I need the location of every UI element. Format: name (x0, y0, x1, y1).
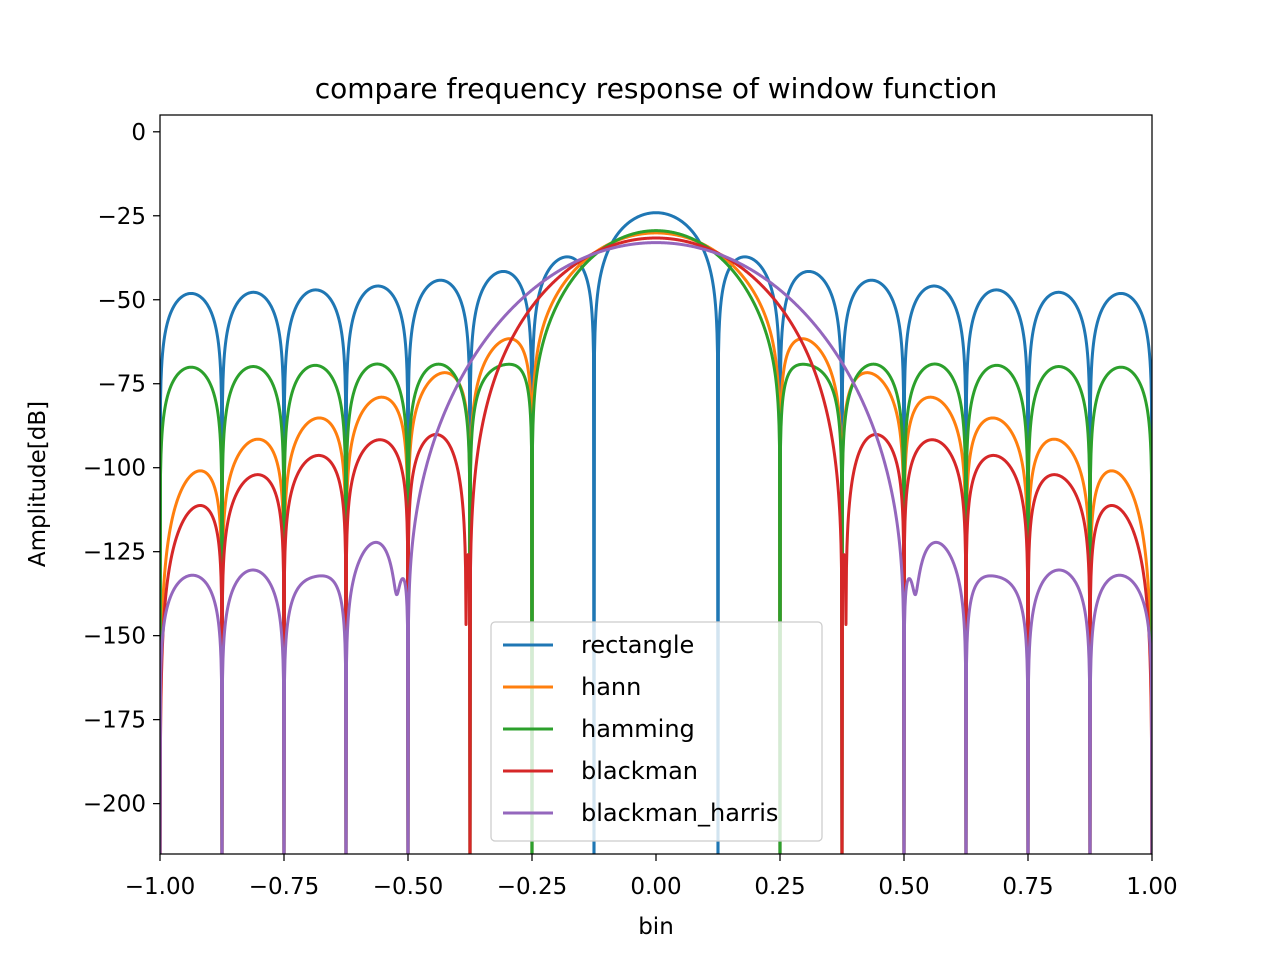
legend: rectangle hann hamming blackman blackman_har… (490, 621, 823, 842)
y-tick-label: −200 (83, 792, 146, 818)
y-tick-label: −175 (83, 708, 146, 734)
legend-label: blackman_harris (581, 799, 778, 827)
y-tick-label: −125 (83, 540, 146, 566)
legend-label: hann (581, 673, 641, 701)
x-tick-label: 0.50 (878, 874, 929, 900)
legend-label: hamming (581, 715, 695, 743)
y-tick-label: −150 (83, 624, 146, 650)
series-line-hamming (160, 229, 1152, 854)
y-tick-label: 0 (131, 120, 146, 146)
y-tick-label: −75 (97, 372, 146, 398)
legend-label: blackman (581, 757, 698, 785)
y-tick-label: −50 (97, 288, 146, 314)
x-axis-label: bin (638, 914, 674, 940)
y-tick-label: −100 (83, 456, 146, 482)
x-tick-label: 1.00 (1126, 874, 1177, 900)
y-tick-label: −25 (97, 204, 146, 230)
series-line-blackman-harris (160, 241, 1152, 854)
x-tick-label: −0.50 (373, 874, 443, 900)
series-line-blackman (160, 236, 1152, 854)
y-axis: 0 −25 −50 −75 −100 −125 −150 −175 −200 (83, 120, 160, 818)
series-layer (160, 211, 1152, 854)
chart-title: compare frequency response of window fun… (315, 72, 998, 105)
x-tick-label: 0.25 (754, 874, 805, 900)
series-line-rectangle (160, 211, 1152, 854)
legend-label: rectangle (581, 631, 694, 659)
x-tick-label: −0.25 (497, 874, 567, 900)
x-axis: −1.00 −0.75 −0.50 −0.25 0.00 0.25 0.50 0.75 1.00 (125, 854, 1178, 900)
y-axis-label: Amplitude[dB] (25, 401, 51, 567)
x-tick-label: −0.75 (249, 874, 319, 900)
series-line-hann (160, 231, 1152, 854)
x-tick-label: 0.75 (1002, 874, 1053, 900)
x-tick-label: 0.00 (630, 874, 681, 900)
x-tick-label: −1.00 (125, 874, 195, 900)
legend-box (490, 621, 823, 842)
